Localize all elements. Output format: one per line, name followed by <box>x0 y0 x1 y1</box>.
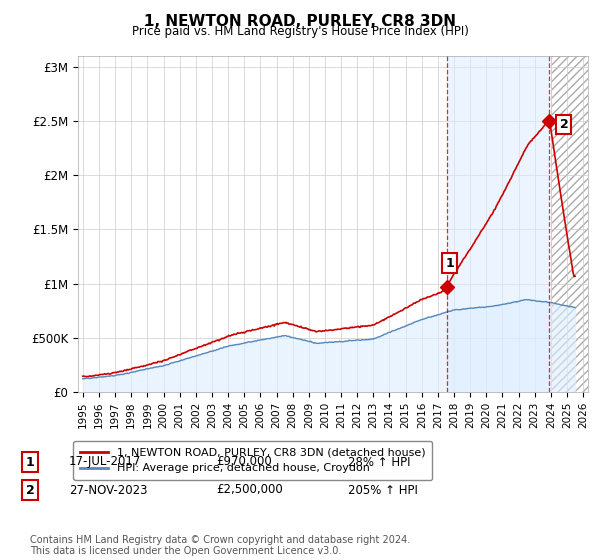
Text: Contains HM Land Registry data © Crown copyright and database right 2024.
This d: Contains HM Land Registry data © Crown c… <box>30 535 410 557</box>
Text: Price paid vs. HM Land Registry's House Price Index (HPI): Price paid vs. HM Land Registry's House … <box>131 25 469 38</box>
Text: 2: 2 <box>26 483 34 497</box>
Text: £2,500,000: £2,500,000 <box>216 483 283 497</box>
Text: 1: 1 <box>445 256 454 269</box>
Text: 205% ↑ HPI: 205% ↑ HPI <box>348 483 418 497</box>
Text: 1, NEWTON ROAD, PURLEY, CR8 3DN: 1, NEWTON ROAD, PURLEY, CR8 3DN <box>144 14 456 29</box>
Legend: 1, NEWTON ROAD, PURLEY, CR8 3DN (detached house), HPI: Average price, detached h: 1, NEWTON ROAD, PURLEY, CR8 3DN (detache… <box>73 441 432 480</box>
Text: 27-NOV-2023: 27-NOV-2023 <box>69 483 148 497</box>
Bar <box>551 56 588 392</box>
Text: £970,000: £970,000 <box>216 455 272 469</box>
Bar <box>446 56 550 392</box>
Text: 2: 2 <box>560 118 568 131</box>
Text: 17-JUL-2017: 17-JUL-2017 <box>69 455 142 469</box>
Text: 1: 1 <box>26 455 34 469</box>
Bar <box>551 56 588 392</box>
Text: 28% ↑ HPI: 28% ↑ HPI <box>348 455 410 469</box>
